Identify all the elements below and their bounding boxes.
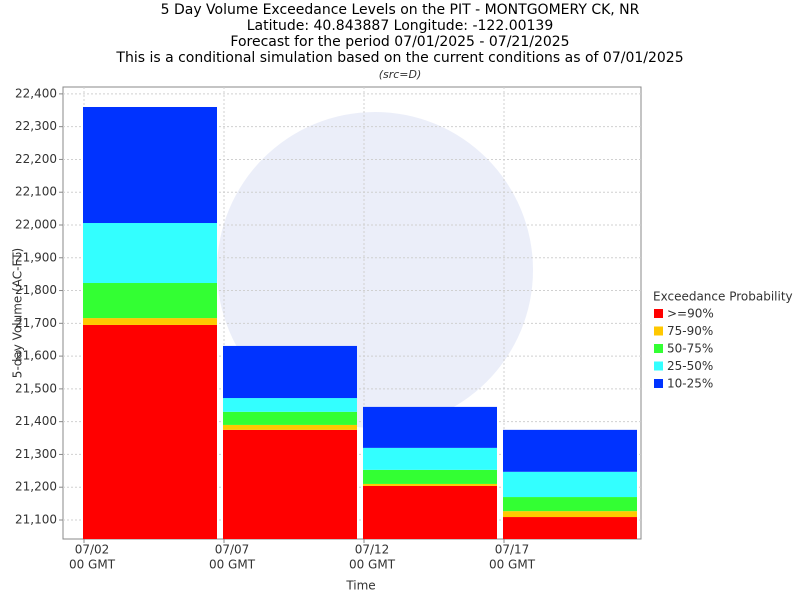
- x-tick-sublabel: 00 GMT: [209, 558, 256, 572]
- bar-segment: [83, 318, 217, 325]
- legend-swatch: [654, 326, 663, 336]
- y-tick-label: 21,200: [15, 480, 57, 494]
- legend-title: Exceedance Probability: [653, 290, 793, 304]
- bar-segment: [223, 411, 357, 425]
- legend-label: 10-25%: [667, 377, 713, 391]
- title: Latitude: 40.843887 Longitude: -122.0013…: [247, 18, 554, 34]
- bar-segment: [223, 424, 357, 430]
- bar-segment: [83, 324, 217, 539]
- legend-label: 25-50%: [667, 359, 713, 373]
- x-tick-label: 07/17: [495, 543, 530, 557]
- y-tick-label: 22,400: [15, 86, 57, 100]
- legend-swatch: [654, 344, 663, 353]
- y-axis-label: 5-day Volume (AC-FT): [11, 248, 25, 378]
- x-tick-sublabel: 00 GMT: [349, 558, 396, 572]
- bar-segment: [223, 345, 357, 399]
- title: This is a conditional simulation based o…: [115, 50, 683, 66]
- title: Forecast for the period 07/01/2025 - 07/…: [230, 34, 569, 50]
- bar-segment: [363, 485, 497, 539]
- bar-segment: [503, 497, 637, 512]
- y-tick-label: 21,800: [15, 283, 57, 297]
- bar-segment: [83, 283, 217, 319]
- legend-swatch: [654, 379, 663, 388]
- y-tick-label: 21,600: [15, 349, 57, 363]
- bar-segment: [363, 483, 497, 486]
- legend-label: 50-75%: [667, 342, 713, 356]
- bar-segment: [503, 511, 637, 518]
- legend-label: >=90%: [667, 307, 714, 321]
- bar-segment: [363, 469, 497, 484]
- y-tick-label: 21,300: [15, 447, 57, 461]
- subtitle: (src=D): [379, 68, 422, 81]
- bar-segment: [363, 447, 497, 470]
- y-tick-label: 21,100: [15, 512, 57, 526]
- y-tick-label: 21,400: [15, 414, 57, 428]
- y-tick-label: 21,700: [15, 316, 57, 330]
- bar-segment: [223, 398, 357, 412]
- bar-segment: [503, 429, 637, 472]
- x-tick-label: 07/12: [355, 543, 390, 557]
- bar-segment: [363, 406, 497, 448]
- title: 5 Day Volume Exceedance Levels on the PI…: [161, 2, 640, 18]
- bar-segment: [223, 429, 357, 539]
- y-tick-label: 22,000: [15, 217, 57, 231]
- x-tick-label: 07/02: [75, 543, 110, 557]
- y-tick-label: 22,100: [15, 185, 57, 199]
- y-tick-label: 21,500: [15, 381, 57, 395]
- x-tick-sublabel: 00 GMT: [69, 558, 116, 572]
- bar-segment: [83, 106, 217, 224]
- bar-segment: [503, 517, 637, 539]
- x-tick-sublabel: 00 GMT: [489, 558, 536, 572]
- x-tick-label: 07/07: [215, 543, 250, 557]
- y-tick-label: 22,200: [15, 152, 57, 166]
- legend-swatch: [654, 361, 663, 371]
- legend-label: 75-90%: [667, 324, 713, 338]
- y-tick-label: 21,900: [15, 250, 57, 264]
- y-tick-label: 22,300: [15, 119, 57, 133]
- x-axis-label: Time: [345, 579, 375, 593]
- legend-swatch: [654, 309, 663, 318]
- bar-segment: [503, 471, 637, 498]
- bar-segment: [83, 223, 217, 284]
